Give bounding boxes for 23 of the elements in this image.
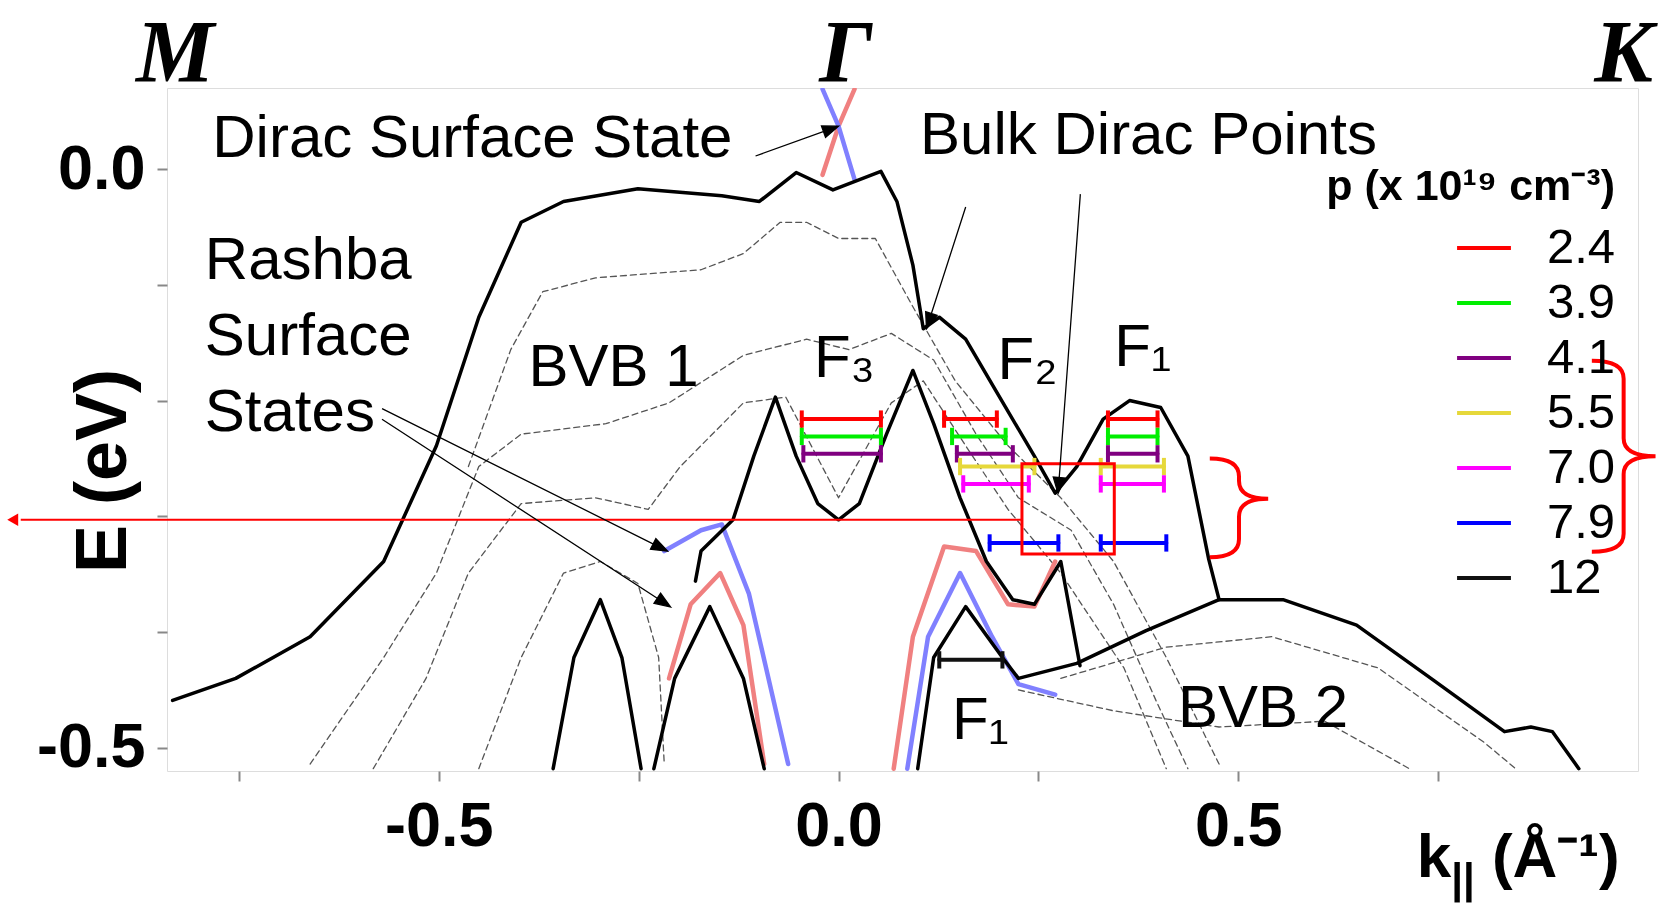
annotation: F₁ [951,684,1009,752]
x-tick-label: 0.0 [795,788,883,859]
annotation: F₁ [1114,312,1172,380]
annotation: Dirac Surface State [212,103,733,171]
annotation: K [1593,2,1659,100]
annotation: M [133,2,217,100]
legend-label: 12 [1547,549,1602,603]
legend-label: 7.0 [1547,439,1616,493]
annotation: F₂ [997,325,1058,393]
annotation: Rashba Surface States [204,225,413,445]
y-axis-title: E (eV) [60,368,141,573]
annotation: BVB 2 [1177,673,1349,741]
legend-label: 3.9 [1547,274,1616,328]
legend-label: 2.4 [1547,219,1616,273]
legend-label: 7.9 [1547,494,1616,548]
legend-label: 4.1 [1547,329,1616,383]
x-axis-title: k|| (Å⁻¹) [1416,820,1620,903]
x-tick-label: -0.5 [385,788,494,859]
x-tick-label: 0.5 [1194,788,1283,859]
annotation: F₃ [813,323,876,391]
annotation: BVB 1 [528,331,699,399]
legend-label: 5.5 [1547,384,1616,438]
annotation: Γ [818,2,874,100]
